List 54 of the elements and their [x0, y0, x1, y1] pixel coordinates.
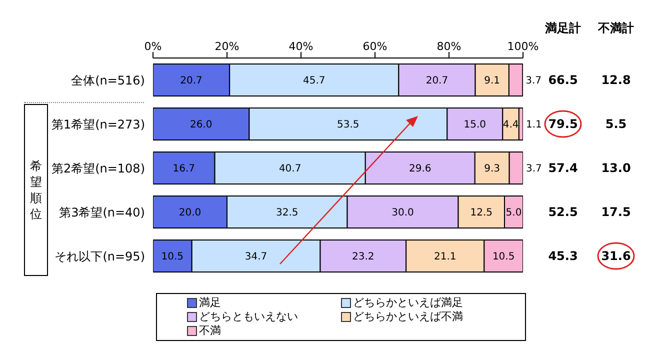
x-tick-label: 20%: [214, 40, 240, 53]
data-label: 20.0: [178, 208, 202, 218]
x-tick-label: 60%: [362, 40, 388, 53]
data-label: 21.1: [434, 252, 456, 262]
data-label: 45.7: [303, 76, 326, 86]
legend-label: どちらかといえば満足: [353, 296, 463, 310]
text: 57.4: [547, 160, 579, 177]
data-label: 16.7: [172, 164, 196, 174]
legend-label: どちらかといえば不満: [353, 310, 463, 324]
text: 17.5: [600, 204, 632, 221]
text: 66.5: [547, 72, 579, 89]
data-label: 5.0: [506, 208, 522, 218]
data-label: 9.1: [484, 76, 500, 86]
data-label: 3.7: [526, 76, 542, 86]
data-label: 15.0: [464, 120, 486, 130]
data-label: 4.4: [502, 120, 519, 130]
y-tick-label: それ以下(n=95): [54, 249, 145, 264]
text: 5.5: [604, 116, 628, 133]
x-tick-label: 80%: [436, 40, 462, 53]
group-box: 希望順位: [24, 104, 48, 276]
data-label: 32.5: [276, 208, 298, 218]
legend-label: 満足: [199, 296, 221, 310]
data-label: 29.6: [409, 164, 432, 174]
y-tick-label: 第3希望(n=40): [59, 205, 145, 220]
data-label: 26.0: [190, 120, 212, 130]
data-label: 20.7: [180, 76, 202, 86]
text: 79.5: [547, 116, 579, 133]
text: 満足計: [544, 20, 582, 37]
x-tick-label: 40%: [288, 40, 314, 53]
y-tick-label: 第1希望(n=273): [51, 117, 145, 132]
data-label: 3.7: [526, 164, 542, 174]
data-label: 10.5: [161, 252, 184, 262]
data-label: 40.7: [278, 164, 302, 174]
x-tick-label: 100%: [507, 40, 539, 53]
data-label: 20.7: [426, 76, 448, 86]
text: 12.8: [600, 72, 632, 89]
text: 不満計: [596, 20, 635, 37]
x-tick-label: 0%: [144, 40, 162, 53]
text: 52.5: [547, 204, 579, 221]
y-tick-label: 全体(n=516): [71, 73, 145, 88]
data-label: 34.7: [244, 252, 268, 262]
data-label: 23.2: [352, 252, 374, 262]
data-label: 53.5: [337, 120, 360, 130]
text: 31.6: [600, 248, 632, 265]
text: 13.0: [600, 160, 632, 177]
data-label: 30.0: [392, 208, 414, 218]
data-label: 9.3: [484, 164, 500, 174]
y-tick-label: 第2希望(n=108): [51, 161, 145, 176]
legend-label: どちらともいえない: [199, 310, 298, 324]
data-label: 12.5: [470, 208, 493, 218]
data-label: 1.1: [526, 120, 542, 130]
legend-label: 不満: [199, 324, 221, 338]
data-label: 10.5: [492, 252, 515, 262]
text: 45.3: [547, 248, 579, 265]
